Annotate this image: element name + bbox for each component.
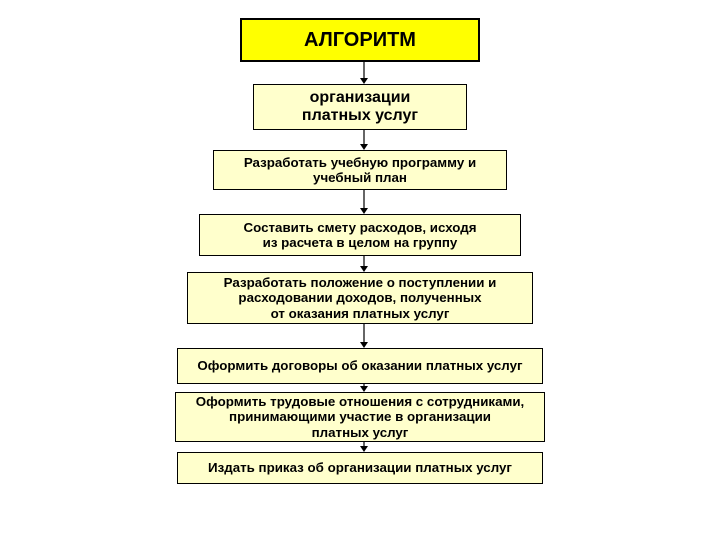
- flow-node-text: Разработать положение о поступлении и: [224, 275, 497, 290]
- flow-node-text: из расчета в целом на группу: [263, 235, 458, 250]
- flow-arrow: [359, 190, 361, 214]
- flow-arrow: [359, 384, 361, 392]
- flow-node-text: учебный план: [313, 170, 407, 185]
- flow-node-text: Издать приказ об организации платных усл…: [208, 460, 512, 475]
- flow-node-text: принимающими участие в организации: [229, 409, 491, 424]
- flow-arrow: [359, 130, 361, 150]
- flow-node-text: АЛГОРИТМ: [304, 29, 416, 52]
- flow-arrow: [359, 256, 361, 272]
- flow-node-title: АЛГОРИТМ: [240, 18, 480, 62]
- flow-node-step1: Разработать учебную программу иучебный п…: [213, 150, 507, 190]
- flow-node-text: Оформить договоры об оказании платных ус…: [197, 358, 522, 373]
- flow-node-text: платных услуг: [302, 107, 418, 125]
- flow-node-text: Составить смету расходов, исходя: [244, 220, 477, 235]
- flow-node-text: Оформить трудовые отношения с сотрудника…: [196, 394, 525, 409]
- flow-node-step2: Составить смету расходов, исходяиз расче…: [199, 214, 521, 256]
- flow-arrow: [359, 62, 361, 84]
- flow-node-text: Разработать учебную программу и: [244, 155, 476, 170]
- flow-node-subtitle: организацииплатных услуг: [253, 84, 467, 130]
- flow-node-text: организации: [310, 89, 411, 107]
- flow-arrow: [359, 442, 361, 452]
- flow-node-text: расходовании доходов, полученных: [238, 290, 481, 305]
- flow-arrow: [359, 324, 361, 348]
- flow-node-step5: Оформить трудовые отношения с сотрудника…: [175, 392, 545, 442]
- flow-node-step6: Издать приказ об организации платных усл…: [177, 452, 543, 484]
- flow-node-text: платных услуг: [312, 425, 409, 440]
- flowchart-container: АЛГОРИТМорганизацииплатных услугРазработ…: [0, 0, 720, 484]
- flow-node-step3: Разработать положение о поступлении ирас…: [187, 272, 533, 324]
- flow-node-step4: Оформить договоры об оказании платных ус…: [177, 348, 543, 384]
- flow-node-text: от оказания платных услуг: [271, 306, 450, 321]
